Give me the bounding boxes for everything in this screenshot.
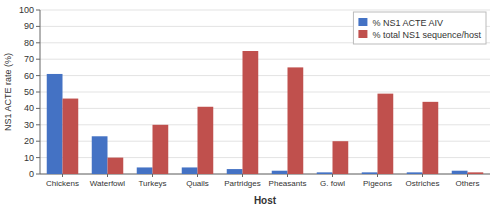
legend-label: % NS1 ACTE AIV: [372, 18, 443, 28]
y-tick-label: 90: [24, 21, 34, 31]
x-tick: [332, 174, 333, 177]
x-tick: [422, 174, 423, 177]
y-tick: [36, 141, 40, 142]
x-tick: [62, 174, 63, 177]
x-tick-label: Partridges: [224, 179, 260, 188]
bar: [198, 107, 214, 174]
bar: [333, 141, 349, 174]
bar: [362, 172, 378, 174]
bar: [108, 158, 124, 174]
x-tick-label: Others: [455, 179, 479, 188]
legend: % NS1 ACTE AIV % total NS1 sequence/host: [353, 12, 486, 44]
y-tick-label: 10: [24, 153, 34, 163]
bar: [63, 99, 79, 174]
y-tick: [36, 124, 40, 125]
bar: [288, 67, 304, 174]
bar: [317, 172, 333, 174]
x-tick: [242, 174, 243, 177]
legend-label: % total NS1 sequence/host: [372, 30, 481, 40]
y-axis-label: NS1 ACTE rate (%): [3, 53, 13, 131]
legend-swatch: [358, 30, 367, 38]
x-tick: [197, 174, 198, 177]
x-tick-label: Waterfowl: [90, 179, 125, 188]
x-tick-label: G. fowl: [320, 179, 345, 188]
bar: [137, 167, 153, 174]
x-tick: [152, 174, 153, 177]
y-tick: [36, 75, 40, 76]
y-tick: [36, 108, 40, 109]
bar: [182, 167, 198, 174]
bar: [378, 94, 394, 174]
x-tick-label: Ostriches: [406, 179, 440, 188]
chart: 0 10 20 30 40 50 60 70 80 90 100 Chickens Waterfowl T…: [0, 0, 500, 210]
grid-line: [40, 59, 490, 60]
y-tick: [36, 42, 40, 43]
y-tick-label: 60: [24, 71, 34, 81]
bar: [227, 169, 243, 174]
y-tick-label: 40: [24, 103, 34, 113]
y-tick-label: 50: [24, 87, 34, 97]
y-tick: [36, 59, 40, 60]
bar: [452, 171, 468, 174]
y-tick-label: 0: [29, 169, 34, 179]
x-tick: [107, 174, 108, 177]
x-tick-label: Quails: [186, 179, 209, 188]
y-tick: [36, 26, 40, 27]
x-tick-label: Pigeons: [363, 179, 392, 188]
grid-line: [40, 92, 490, 93]
x-tick: [377, 174, 378, 177]
y-tick: [36, 10, 40, 11]
bar: [468, 172, 484, 174]
grid-line: [40, 10, 490, 11]
chart-container: 0 10 20 30 40 50 60 70 80 90 100 Chickens Waterfowl T…: [0, 0, 500, 210]
bar: [153, 125, 169, 174]
y-tick-label: 20: [24, 136, 34, 146]
legend-swatch: [358, 18, 367, 26]
x-tick-label: Chickens: [46, 179, 79, 188]
x-tick: [467, 174, 468, 177]
y-axis-line: [40, 10, 41, 174]
y-tick-label: 70: [24, 54, 34, 64]
y-tick-label: 30: [24, 120, 34, 130]
bar: [423, 102, 439, 174]
axes: 0 10 20 30 40 50 60 70 80 90 100 Chickens Waterfowl T…: [19, 5, 490, 188]
y-tick-label: 100: [19, 5, 34, 15]
x-tick-label: Turkeys: [138, 179, 166, 188]
bars: [47, 51, 484, 174]
x-tick-label: Pheasants: [269, 179, 307, 188]
y-tick: [36, 92, 40, 93]
y-tick: [36, 174, 40, 175]
bar: [407, 172, 423, 174]
y-tick-label: 80: [24, 38, 34, 48]
grid-line: [40, 75, 490, 76]
bar: [243, 51, 259, 174]
bar: [92, 136, 108, 174]
y-tick: [36, 157, 40, 158]
bar: [272, 171, 288, 174]
x-tick: [287, 174, 288, 177]
bar: [47, 74, 63, 174]
legend-frame: [353, 12, 486, 44]
grid: [40, 10, 490, 174]
x-axis-label: Host: [254, 195, 277, 206]
